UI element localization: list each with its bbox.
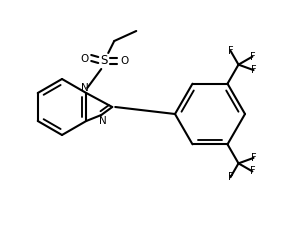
Text: F: F [228, 46, 233, 56]
Text: F: F [251, 65, 256, 75]
Text: F: F [251, 153, 256, 163]
Text: F: F [228, 172, 233, 182]
Text: F: F [249, 52, 255, 62]
Text: S: S [101, 55, 108, 67]
Text: N: N [81, 83, 89, 93]
Text: O: O [120, 56, 128, 66]
Text: F: F [249, 166, 255, 176]
Text: N: N [99, 116, 107, 126]
Text: O: O [80, 54, 88, 64]
